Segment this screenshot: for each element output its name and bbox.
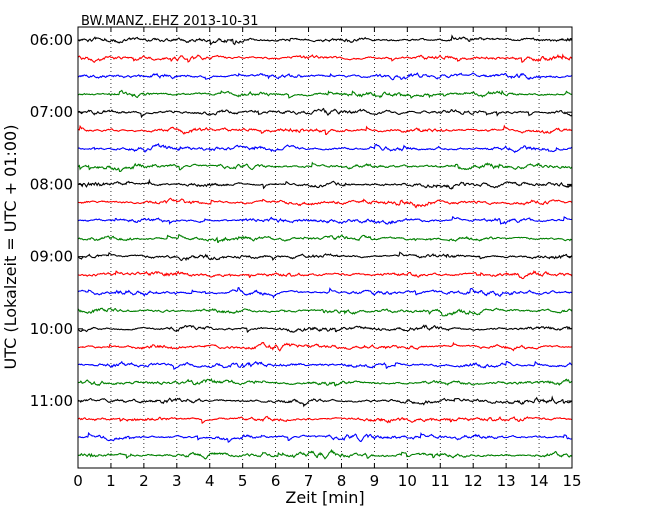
x-tick-label: 5 xyxy=(238,472,248,490)
x-tick-label: 8 xyxy=(337,472,347,490)
trace-0730 xyxy=(77,143,573,154)
x-tick-label: 4 xyxy=(205,472,215,490)
trace-0645 xyxy=(77,89,573,99)
trace-0930 xyxy=(77,287,573,299)
x-tick-label: 13 xyxy=(497,472,516,490)
trace-0845 xyxy=(77,233,573,243)
trace-1045 xyxy=(77,377,573,387)
y-axis-ticks: 06:00 07:00 08:00 09:00 10:00 11:00 xyxy=(30,31,572,410)
x-tick-label: 0 xyxy=(73,472,83,490)
y-axis-label: UTC (Lokalzeit = UTC + 01:00) xyxy=(1,125,20,370)
trace-group xyxy=(77,34,573,460)
trace-1130 xyxy=(77,431,573,443)
trace-0700 xyxy=(77,107,573,119)
trace-1145 xyxy=(77,448,573,460)
x-tick-label: 11 xyxy=(431,472,450,490)
chart-title: BW.MANZ..EHZ 2013-10-31 xyxy=(81,14,259,29)
x-tick-label: 14 xyxy=(530,472,549,490)
x-tick-label: 1 xyxy=(106,472,116,490)
x-tick-label: 15 xyxy=(562,472,581,490)
x-tick-label: 2 xyxy=(139,472,149,490)
y-tick-label: 10:00 xyxy=(30,320,73,338)
x-axis-label: Zeit [min] xyxy=(285,488,364,507)
x-tick-label: 12 xyxy=(464,472,483,490)
trace-0600 xyxy=(77,34,573,46)
trace-1100 xyxy=(77,395,573,408)
trace-1000 xyxy=(77,324,573,333)
trace-0630 xyxy=(77,72,573,81)
trace-0745 xyxy=(77,161,573,172)
x-tick-label: 3 xyxy=(172,472,182,490)
trace-0615 xyxy=(77,53,573,64)
y-tick-label: 08:00 xyxy=(30,175,73,193)
trace-0945 xyxy=(77,307,573,317)
trace-0915 xyxy=(78,269,573,280)
y-tick-label: 09:00 xyxy=(30,248,73,266)
x-axis-ticks: 0 1 2 3 4 5 6 7 8 9 10 11 12 13 14 15 xyxy=(73,27,582,490)
trace-0900 xyxy=(77,251,573,262)
x-tick-label: 7 xyxy=(304,472,314,490)
trace-0830 xyxy=(77,215,573,225)
x-tick-label: 6 xyxy=(271,472,281,490)
y-tick-label: 11:00 xyxy=(30,392,73,410)
y-tick-label: 06:00 xyxy=(30,31,73,49)
trace-1015 xyxy=(77,341,573,352)
trace-1115 xyxy=(77,415,573,424)
x-tick-label: 9 xyxy=(370,472,380,490)
x-tick-label: 10 xyxy=(398,472,417,490)
trace-1030 xyxy=(77,360,573,370)
grid-lines xyxy=(110,27,540,468)
y-tick-label: 07:00 xyxy=(30,103,73,121)
trace-0800 xyxy=(77,178,573,190)
trace-0815 xyxy=(77,197,573,209)
plot-frame xyxy=(77,26,573,469)
trace-0715 xyxy=(77,124,573,136)
